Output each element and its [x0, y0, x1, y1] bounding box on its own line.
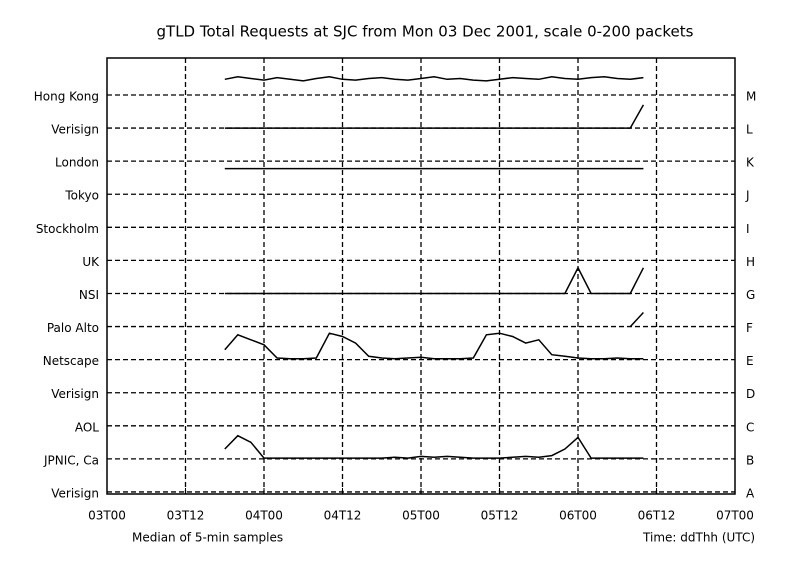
row-letter: A [746, 486, 755, 500]
row-letter: M [746, 90, 756, 104]
row-letter: E [746, 354, 754, 368]
row-label: Verisign [51, 486, 99, 500]
row-label: JPNIC, Ca [43, 453, 99, 467]
row-letter: G [746, 288, 755, 302]
row-label: Netscape [43, 354, 99, 368]
series-line [629, 311, 644, 328]
row-letter: F [746, 321, 753, 335]
x-tick-label: 06T00 [559, 509, 597, 523]
row-letter: H [746, 255, 755, 269]
row-label: UK [82, 255, 100, 269]
row-letter: L [746, 123, 753, 137]
row-letter: J [745, 189, 750, 203]
row-label: Verisign [51, 123, 99, 137]
series-line [224, 76, 644, 82]
series-line [224, 266, 645, 295]
note: Median of 5-min samples [132, 531, 283, 545]
row-letter: I [746, 222, 750, 236]
row-letter: C [746, 420, 754, 434]
row-label: Hong Kong [34, 90, 99, 104]
row-label: Palo Alto [47, 321, 99, 335]
row-label: Stockholm [36, 222, 99, 236]
chart-title: gTLD Total Requests at SJC from Mon 03 D… [157, 23, 694, 41]
row-label: London [55, 156, 99, 170]
row-letter: K [746, 156, 755, 170]
row-label: Tokyo [64, 189, 99, 203]
x-tick-label: 03T12 [167, 509, 205, 523]
x-tick-label: 03T00 [88, 509, 126, 523]
x-tick-label: 06T12 [638, 509, 676, 523]
x-tick-label: 05T12 [481, 509, 519, 523]
x-tick-label: 04T00 [245, 509, 283, 523]
row-label: AOL [75, 420, 99, 434]
row-letter: D [746, 387, 755, 401]
series-line [224, 104, 645, 129]
row-label: NSI [79, 288, 99, 302]
x-tick-label: 04T12 [324, 509, 362, 523]
series-line [224, 332, 644, 360]
row-letter: B [746, 453, 754, 467]
x-tick-label: 05T00 [402, 509, 440, 523]
series-line [224, 434, 644, 459]
x-axis-label: Time: ddThh (UTC) [642, 531, 755, 545]
x-tick-label: 07T00 [716, 509, 754, 523]
row-label: Verisign [51, 387, 99, 401]
